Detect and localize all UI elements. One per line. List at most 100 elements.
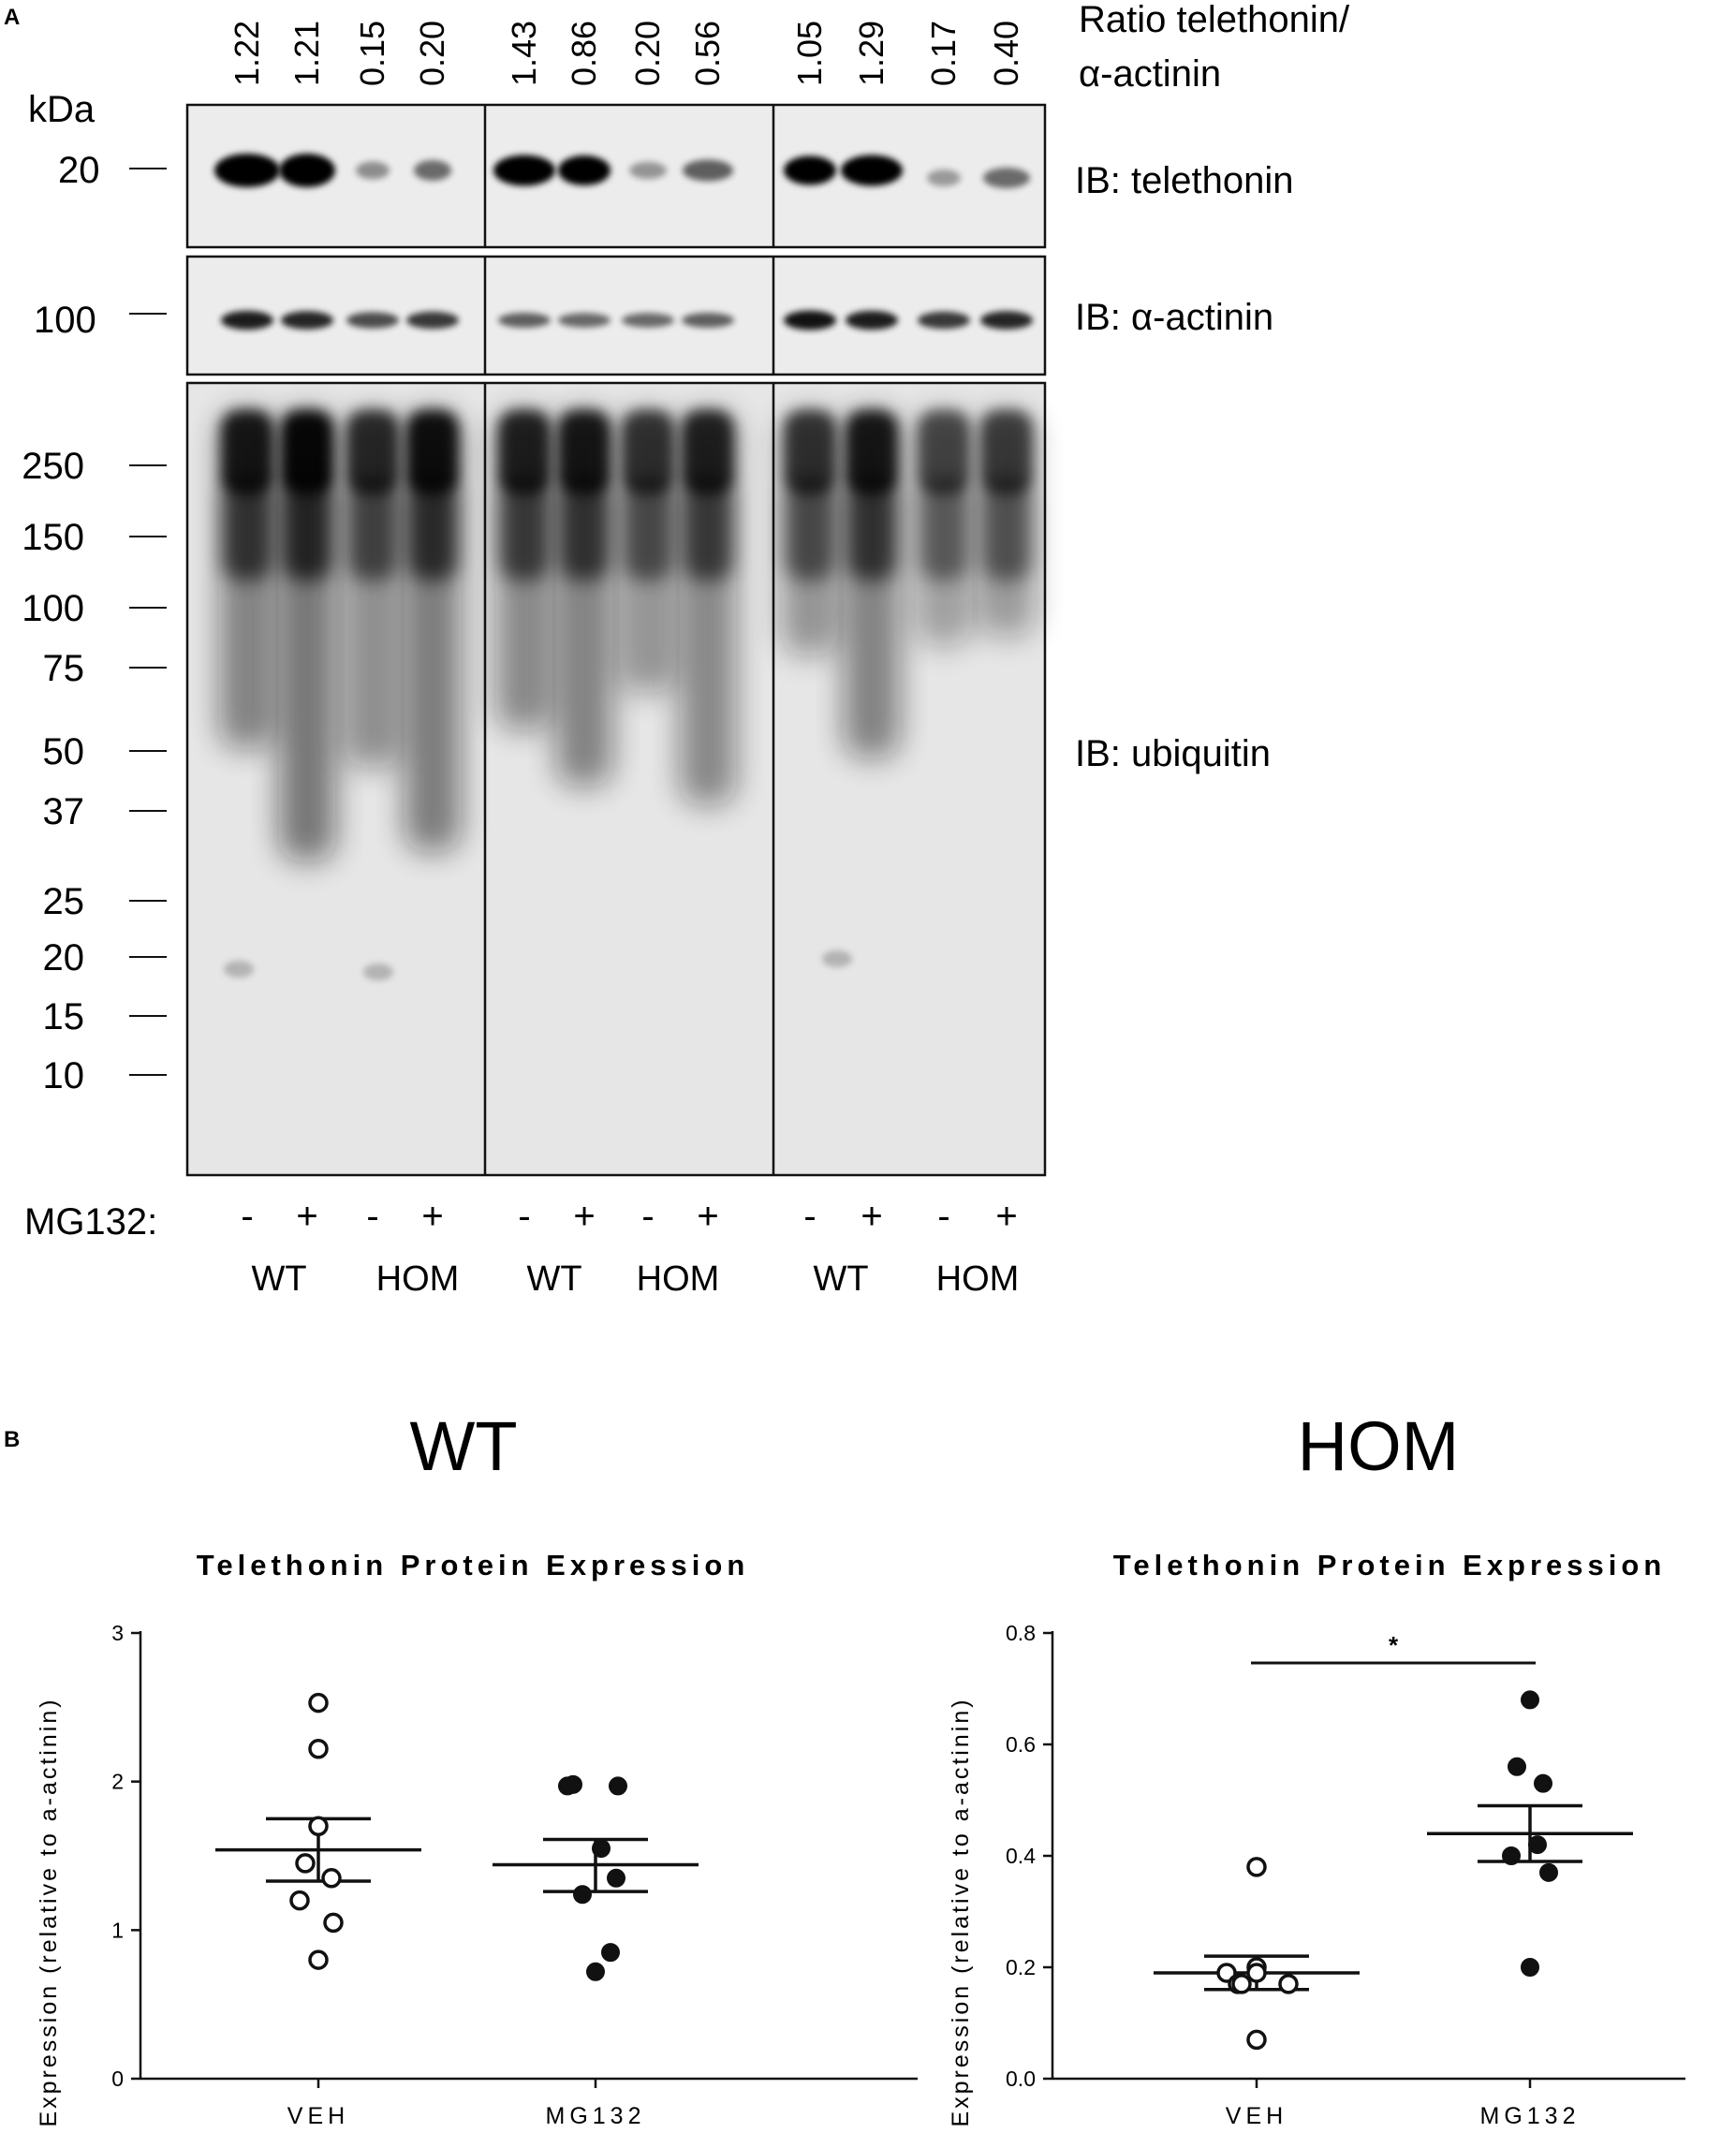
wt-title: WT xyxy=(409,1407,517,1485)
band xyxy=(983,168,1030,188)
ubiquitin-marker-label: 150 xyxy=(22,517,84,558)
band xyxy=(498,313,551,328)
group-label: WT xyxy=(813,1259,868,1299)
label-ib-telethonin: IB: telethonin xyxy=(1075,160,1294,201)
label-ib-ubiquitin: IB: ubiquitin xyxy=(1075,733,1271,774)
band xyxy=(784,410,836,494)
ratio-value: 0.40 xyxy=(987,21,1025,86)
treatment-sign: - xyxy=(518,1196,530,1237)
data-point xyxy=(1502,1846,1521,1865)
data-point xyxy=(323,1912,344,1934)
ubiquitin-marker-label: 10 xyxy=(43,1055,85,1096)
band xyxy=(356,161,390,180)
ubiquitin-marker-label: 37 xyxy=(43,791,85,832)
ubiquitin-marker-label: 50 xyxy=(43,731,85,772)
x-tick-label: MG132 xyxy=(546,2103,646,2129)
ratio-value: 1.21 xyxy=(287,21,326,86)
group-label: HOM xyxy=(637,1259,720,1299)
smear xyxy=(348,478,397,581)
band xyxy=(846,410,898,494)
band xyxy=(214,154,280,187)
band xyxy=(493,154,555,186)
y-tick-label: 0.6 xyxy=(1006,1732,1036,1757)
band xyxy=(980,410,1033,494)
data-point xyxy=(1534,1773,1552,1793)
band xyxy=(406,410,459,494)
data-point xyxy=(1508,1757,1526,1776)
data-point xyxy=(592,1839,611,1859)
band xyxy=(622,410,674,494)
band xyxy=(558,410,611,494)
treatment-sign: + xyxy=(861,1196,882,1237)
ubiquitin-marker-label: 75 xyxy=(43,648,85,689)
data-point xyxy=(586,1962,605,1981)
ratio-value: 0.17 xyxy=(924,21,963,86)
smear xyxy=(982,478,1031,581)
ratio-value: 0.20 xyxy=(413,21,451,86)
y-tick-label: 0 xyxy=(111,2067,124,2091)
chart-title: Telethonin Protein Expression xyxy=(197,1549,750,1581)
band xyxy=(784,310,836,331)
data-point xyxy=(1231,1974,1252,1994)
x-tick-label: MG132 xyxy=(1480,2103,1581,2129)
hom-title: HOM xyxy=(1298,1407,1460,1485)
faint-band xyxy=(363,964,393,980)
data-point xyxy=(558,1776,577,1796)
data-point xyxy=(601,1943,620,1963)
ratio-value: 0.86 xyxy=(565,21,603,86)
band xyxy=(846,310,898,331)
band xyxy=(558,313,611,328)
treatment-sign: - xyxy=(641,1196,654,1237)
ratio-value: 0.56 xyxy=(688,21,727,86)
y-tick-label: 0.4 xyxy=(1006,1844,1036,1868)
significance-label: * xyxy=(1389,1631,1399,1659)
y-tick-label: 0.0 xyxy=(1006,2067,1036,2091)
smear xyxy=(408,478,457,581)
x-tick-label: VEH xyxy=(287,2103,349,2129)
marker-100-actinin: 100 xyxy=(34,300,96,341)
data-point xyxy=(1278,1974,1299,1994)
ratio-value: 0.20 xyxy=(628,21,667,86)
ratio-title-line2: α-actinin xyxy=(1079,53,1221,95)
blot-telethonin xyxy=(185,103,1047,249)
band xyxy=(784,155,836,185)
panel-a-label: A xyxy=(4,5,20,30)
y-axis-label: Expression (relative to a-actinin) xyxy=(948,1697,974,2126)
treatment-sign: + xyxy=(573,1196,595,1237)
band xyxy=(558,155,611,185)
group-label: WT xyxy=(251,1259,306,1299)
faint-band xyxy=(822,950,852,967)
data-point xyxy=(1246,1963,1267,1983)
band xyxy=(221,410,273,494)
panel-b-label: B xyxy=(4,1427,20,1452)
ratio-value: 1.05 xyxy=(790,21,829,86)
band xyxy=(682,313,734,328)
data-point xyxy=(1246,1857,1267,1877)
data-point xyxy=(1539,1862,1558,1882)
band xyxy=(406,311,459,330)
x-tick-label: VEH xyxy=(1226,2103,1287,2129)
ubiquitin-marker-label: 15 xyxy=(43,996,85,1037)
band xyxy=(918,410,970,494)
ratio-values: 1.22 1.21 0.15 0.20 1.43 0.86 0.20 0.56 1.05 1.29… xyxy=(228,21,1025,86)
band xyxy=(279,154,335,187)
band xyxy=(281,410,333,494)
chart-hom: Telethonin Protein Expression Expression … xyxy=(948,1549,1685,2129)
data-point xyxy=(308,1949,329,1970)
y-tick-label: 2 xyxy=(111,1770,124,1794)
band xyxy=(622,313,674,328)
band xyxy=(414,160,451,181)
data-point xyxy=(573,1885,592,1905)
ubiquitin-markers: 250 150 100 75 50 37 25 20 15 10 xyxy=(22,446,167,1096)
mg132-label: MG132: xyxy=(24,1201,157,1243)
y-axis-label: Expression (relative to a-actinin) xyxy=(36,1697,62,2126)
band xyxy=(918,311,970,330)
smear xyxy=(919,478,968,581)
y-tick-label: 0.8 xyxy=(1006,1621,1036,1645)
band xyxy=(629,161,667,180)
label-ib-actinin: IB: α-actinin xyxy=(1075,297,1273,338)
smear xyxy=(500,478,549,581)
chart-wt: Telethonin Protein Expression Expression … xyxy=(36,1549,918,2129)
blot-ubiquitin xyxy=(185,381,1047,1177)
